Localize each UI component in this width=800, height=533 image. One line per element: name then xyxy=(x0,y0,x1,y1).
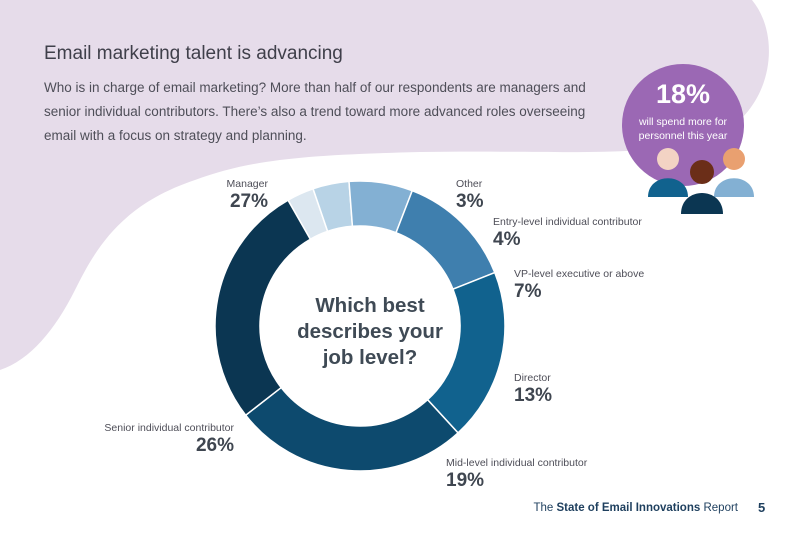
footer-suffix: Report xyxy=(703,502,738,514)
slice-label-senior: Senior individual contributor xyxy=(104,422,234,434)
page-title: Email marketing talent is advancing xyxy=(44,43,343,64)
slice-label-manager: Manager xyxy=(226,178,268,190)
donut-slice-manager xyxy=(214,199,312,417)
people-illustration xyxy=(648,148,754,214)
footer-report-title: The State of Email Innovations Report xyxy=(533,502,738,514)
person-center-icon xyxy=(681,160,723,214)
intro-paragraph: Who is in charge of email marketing? Mor… xyxy=(44,80,586,143)
callout-badge: 18% will spend more for personnel this y… xyxy=(622,64,744,186)
footer-prefix: The xyxy=(533,502,554,514)
slice-pct-other: 3% xyxy=(456,191,484,212)
slice-label-entry-level: Entry-level individual contributor xyxy=(493,216,642,228)
person-right-icon xyxy=(714,148,754,197)
slice-pct-senior: 26% xyxy=(195,435,234,456)
slice-pct-director: 13% xyxy=(514,385,553,406)
slice-pct-vp-level: 7% xyxy=(514,281,542,302)
slice-pct-manager: 27% xyxy=(229,191,268,212)
slice-pct-mid-level: 19% xyxy=(446,470,485,491)
slice-label-mid-level: Mid-level individual contributor xyxy=(446,457,588,469)
slice-label-vp-level: VP-level executive or above xyxy=(514,268,645,280)
donut-slice-senior-individual-contributor xyxy=(244,386,460,472)
slice-label-other: Other xyxy=(456,178,483,190)
callout-text: will spend more for personnel this year xyxy=(638,116,728,142)
callout-value: 18% xyxy=(655,79,711,109)
slice-label-director: Director xyxy=(514,372,551,384)
page-number: 5 xyxy=(758,500,766,515)
slice-pct-entry-level: 4% xyxy=(493,229,521,250)
footer-report-name: State of Email Innovations xyxy=(556,502,701,514)
chart-center-question: Which best describes your job level? xyxy=(297,294,443,369)
person-left-icon xyxy=(648,148,688,197)
